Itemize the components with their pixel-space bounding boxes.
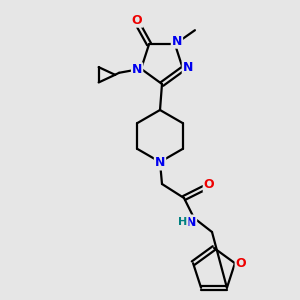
Text: H: H [178, 217, 188, 227]
Text: O: O [204, 178, 214, 191]
Text: O: O [236, 257, 246, 270]
Text: N: N [155, 157, 165, 169]
Text: N: N [132, 63, 142, 76]
Text: N: N [183, 61, 193, 74]
Text: N: N [172, 35, 182, 48]
Text: N: N [186, 215, 196, 229]
Text: O: O [132, 14, 142, 27]
